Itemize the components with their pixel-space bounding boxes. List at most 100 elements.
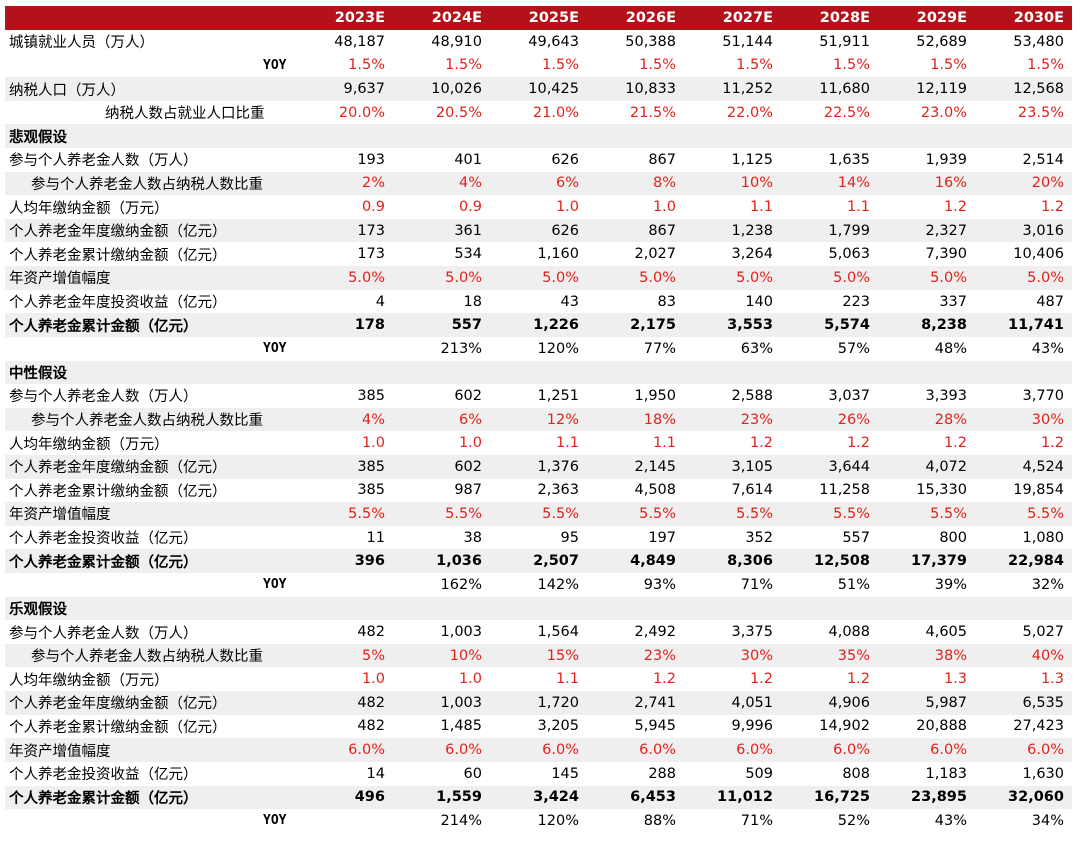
row-label: YOY bbox=[263, 813, 287, 829]
table-cell: 482 bbox=[357, 624, 385, 641]
table-cell: 1,003 bbox=[440, 624, 482, 641]
table-cell: 88% bbox=[643, 812, 676, 829]
table-cell: 2% bbox=[361, 175, 385, 192]
table-cell: 4,906 bbox=[828, 694, 870, 711]
table-cell: 2,363 bbox=[537, 482, 579, 499]
row-label: 纳税人口（万人） bbox=[9, 82, 125, 99]
table-cell: 83 bbox=[657, 293, 676, 310]
table-row: 个人养老金累计金额（亿元） 496 1,559 3,424 6,453 11,012 16,… bbox=[5, 785, 1072, 810]
table-cell: 1,080 bbox=[1022, 529, 1064, 546]
table-cell: 38 bbox=[463, 529, 482, 546]
table-cell: 43% bbox=[934, 812, 967, 829]
table-cell: 1.2 bbox=[943, 435, 967, 452]
table-row: 人均年缴纳金额（万元） 1.0 1.0 1.1 1.2 1.2 1.2 1.3 1.3 bbox=[5, 667, 1072, 691]
table-row: 乐观假设 bbox=[5, 596, 1072, 621]
table-row: YOY 162% 142% 93% 71% 51% 39% 32% bbox=[5, 573, 1072, 597]
table-cell: 11 bbox=[366, 529, 385, 546]
table-cell: 12% bbox=[546, 411, 579, 428]
table-cell: 145 bbox=[551, 765, 579, 782]
table-cell: 1,160 bbox=[537, 246, 579, 263]
row-label: 人均年缴纳金额（万元） bbox=[9, 436, 169, 453]
table-row: 个人养老金投资收益（亿元） 11 38 95 197 352 557 800 1,080 bbox=[5, 526, 1072, 550]
table-row: 纳税人口（万人） 9,637 10,026 10,425 10,833 11,252 11,… bbox=[5, 77, 1072, 101]
table-row: 个人养老金年度缴纳金额（亿元） 173 361 626 867 1,238 1,799 2,3… bbox=[5, 218, 1072, 243]
table-cell: 4% bbox=[361, 411, 385, 428]
header-cell: 2024E bbox=[431, 10, 482, 26]
table-cell: 38% bbox=[934, 647, 967, 664]
table-cell: 867 bbox=[648, 151, 676, 168]
table-cell: 1.5% bbox=[445, 57, 482, 74]
table-cell: 52,689 bbox=[916, 33, 967, 50]
table-cell: 1.0 bbox=[555, 199, 579, 216]
table-cell: 19,854 bbox=[1013, 482, 1064, 499]
table-cell: 1,036 bbox=[436, 553, 482, 570]
table-row: YOY 1.5% 1.5% 1.5% 1.5% 1.5% 1.5% 1.5% 1.5% bbox=[5, 54, 1072, 78]
table-cell: 1,485 bbox=[440, 718, 482, 735]
table-cell: 15,330 bbox=[916, 482, 967, 499]
table-cell: 626 bbox=[551, 222, 579, 239]
table-cell: 43% bbox=[1031, 340, 1064, 357]
table-cell: 9,637 bbox=[343, 81, 385, 98]
table-cell: 496 bbox=[354, 789, 385, 806]
table-cell: 93% bbox=[643, 576, 676, 593]
table-row: 个人养老金投资收益（亿元） 14 60 145 288 509 808 1,183 1,630 bbox=[5, 762, 1072, 786]
table-cell: 16% bbox=[934, 175, 967, 192]
table-cell: 5.0% bbox=[639, 269, 676, 286]
table-cell: 557 bbox=[842, 529, 870, 546]
table-cell: 3,770 bbox=[1022, 387, 1064, 404]
table-cell: 1,720 bbox=[537, 694, 579, 711]
table-cell: 10,026 bbox=[431, 81, 482, 98]
table-cell: 1.5% bbox=[736, 57, 773, 74]
table-cell: 5.0% bbox=[348, 269, 385, 286]
table-row: 个人养老金累计缴纳金额（亿元） 482 1,485 3,205 5,945 9,996 14… bbox=[5, 715, 1072, 739]
table-cell: 1.3 bbox=[1040, 671, 1064, 688]
table-cell: 3,553 bbox=[727, 317, 773, 334]
table-cell: 5.5% bbox=[639, 505, 676, 522]
table-cell: 1.5% bbox=[833, 57, 870, 74]
table-cell: 5.0% bbox=[833, 269, 870, 286]
row-label: 个人养老金累计缴纳金额（亿元） bbox=[9, 483, 227, 500]
table-cell: 9,996 bbox=[731, 718, 773, 735]
table-row: 年资产增值幅度 6.0% 6.0% 6.0% 6.0% 6.0% 6.0% 6.0% 6.0% bbox=[5, 738, 1072, 762]
table-cell: 53,480 bbox=[1013, 33, 1064, 50]
table-cell: 602 bbox=[454, 387, 482, 404]
table-row: 个人养老金累计缴纳金额（亿元） 173 534 1,160 2,027 3,264 5,06… bbox=[5, 242, 1072, 266]
table-cell: 51,911 bbox=[819, 33, 870, 50]
table-cell: 1,003 bbox=[440, 694, 482, 711]
table-cell: 7,614 bbox=[731, 482, 773, 499]
row-label: YOY bbox=[263, 341, 287, 357]
table-cell: 5,063 bbox=[828, 246, 870, 263]
table-cell: 1.2 bbox=[846, 435, 870, 452]
table-cell: 10,833 bbox=[625, 81, 676, 98]
table-cell: 21.5% bbox=[629, 104, 676, 121]
table-cell: 5% bbox=[361, 647, 385, 664]
table-cell: 385 bbox=[357, 482, 385, 499]
table-cell: 5.5% bbox=[833, 505, 870, 522]
table-cell: 162% bbox=[440, 576, 482, 593]
table-cell: 800 bbox=[939, 529, 967, 546]
header-cell: 2030E bbox=[1013, 10, 1064, 26]
table-cell: 5,027 bbox=[1022, 624, 1064, 641]
table-cell: 5.0% bbox=[930, 269, 967, 286]
table-cell: 5.5% bbox=[930, 505, 967, 522]
table-cell: 6.0% bbox=[445, 742, 482, 759]
table-row: 纳税人数占就业人口比重 20.0% 20.5% 21.0% 21.5% 22.0% 22.5… bbox=[5, 101, 1072, 125]
table-cell: 214% bbox=[440, 812, 482, 829]
table-cell: 95 bbox=[560, 529, 579, 546]
table-cell: 337 bbox=[939, 293, 967, 310]
table-cell: 51% bbox=[837, 576, 870, 593]
table-cell: 626 bbox=[551, 151, 579, 168]
table-cell: 6.0% bbox=[930, 742, 967, 759]
table-row: 参与个人养老金人数占纳税人数比重 4% 6% 12% 18% 23% 26% 28% 30% bbox=[5, 407, 1072, 432]
row-label: YOY bbox=[263, 57, 287, 73]
table-cell: 14 bbox=[366, 765, 385, 782]
table-row: 个人养老金累计金额（亿元） 178 557 1,226 2,175 3,553 5,574 8… bbox=[5, 313, 1072, 337]
table-cell: 2,145 bbox=[634, 458, 676, 475]
table-cell: 0.9 bbox=[361, 199, 385, 216]
table-cell: 213% bbox=[440, 340, 482, 357]
table-cell: 57% bbox=[837, 340, 870, 357]
row-label: 个人养老金投资收益（亿元） bbox=[9, 531, 198, 548]
table-cell: 32% bbox=[1031, 576, 1064, 593]
table-cell: 26% bbox=[837, 411, 870, 428]
row-label: 年资产增值幅度 bbox=[9, 271, 111, 288]
